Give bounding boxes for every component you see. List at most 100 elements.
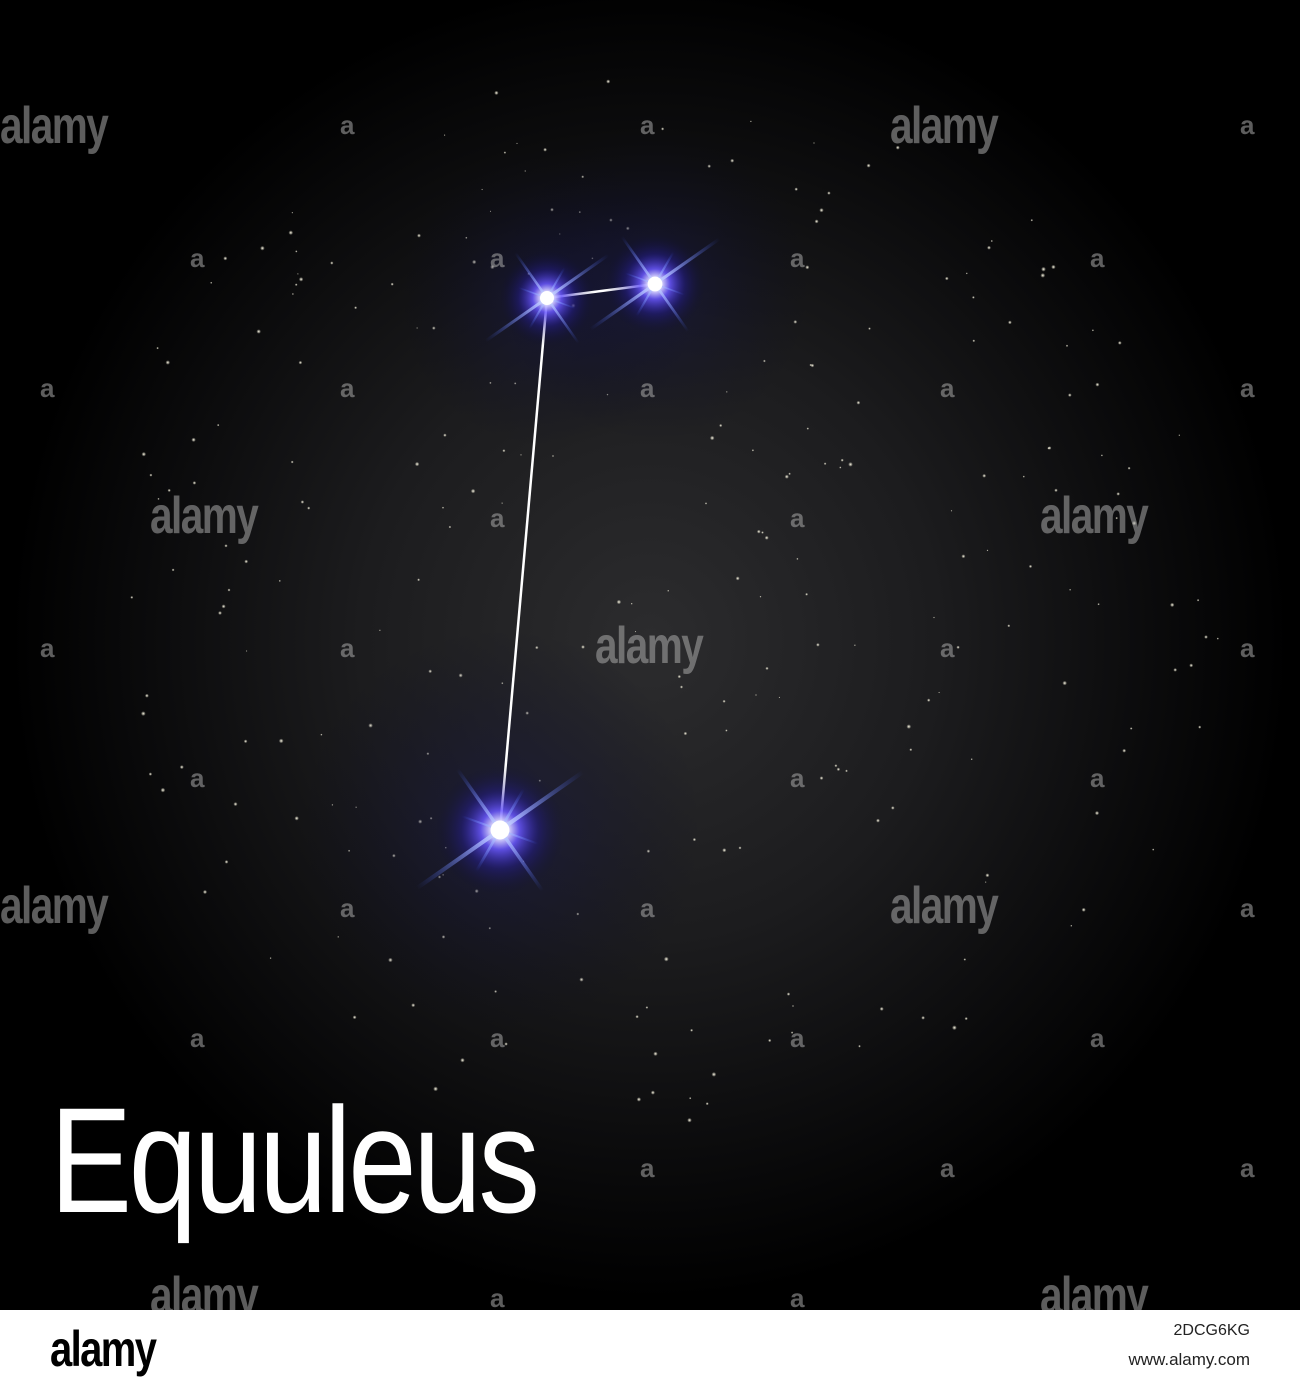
background-star — [269, 957, 272, 960]
watermark-letter: a — [1090, 763, 1105, 793]
background-star — [839, 466, 842, 469]
background-star — [441, 506, 445, 509]
background-star — [191, 437, 196, 442]
background-star — [1097, 603, 1100, 606]
watermark-letter: a — [490, 1283, 505, 1310]
background-star — [834, 764, 838, 768]
background-star — [330, 261, 334, 265]
background-star — [294, 283, 298, 287]
watermark-letter: a — [640, 110, 655, 140]
background-star — [216, 423, 220, 427]
background-star — [297, 273, 299, 275]
background-star — [1069, 588, 1072, 591]
background-star — [224, 544, 228, 548]
background-star — [224, 860, 229, 864]
watermark-text: alamy — [1040, 487, 1149, 545]
background-star — [1116, 492, 1120, 496]
background-star — [722, 699, 726, 703]
background-star — [290, 460, 294, 464]
background-star — [645, 1006, 649, 1009]
background-star — [987, 245, 991, 250]
watermark-letter: a — [790, 1023, 805, 1053]
background-star — [470, 488, 476, 494]
background-star — [705, 1102, 709, 1106]
footer-logo[interactable]: alamy — [50, 1321, 157, 1377]
bright-star — [484, 250, 610, 346]
background-star — [944, 276, 949, 281]
background-star — [1115, 516, 1118, 520]
background-star — [927, 698, 931, 702]
background-star — [786, 992, 791, 996]
background-star — [858, 1044, 861, 1048]
background-star — [448, 525, 452, 529]
background-star — [840, 458, 844, 462]
background-star — [433, 1086, 438, 1092]
background-star — [148, 772, 153, 776]
watermark-letter: a — [490, 243, 505, 273]
watermark-text: alamy — [0, 877, 109, 935]
background-star — [1173, 668, 1178, 672]
background-star — [1131, 520, 1137, 526]
background-star — [227, 588, 231, 592]
background-star — [735, 576, 740, 581]
background-star — [823, 462, 827, 466]
watermark-text: alamy — [150, 487, 259, 545]
background-star — [879, 1006, 884, 1011]
watermark-letter: a — [40, 373, 55, 403]
background-star — [836, 767, 841, 772]
background-star — [810, 363, 815, 368]
background-star — [1081, 907, 1086, 912]
background-star — [990, 239, 993, 243]
background-star — [414, 461, 420, 467]
watermark-letter: a — [190, 1023, 205, 1053]
constellation-line — [498, 297, 549, 831]
watermark-letter: a — [790, 243, 805, 273]
background-star — [192, 481, 197, 485]
background-star — [856, 400, 861, 405]
background-star — [784, 474, 789, 479]
background-star — [876, 818, 880, 823]
background-star — [1094, 810, 1100, 816]
bright-stars — [415, 233, 721, 895]
background-star — [704, 502, 708, 505]
background-star — [443, 134, 446, 136]
background-star — [503, 151, 507, 154]
background-star — [982, 473, 987, 478]
background-star — [1095, 382, 1100, 387]
background-star — [950, 509, 953, 512]
background-star — [788, 472, 791, 476]
background-star — [853, 644, 856, 647]
background-star — [1065, 344, 1069, 348]
background-star — [501, 502, 503, 504]
watermark-letter: a — [940, 1153, 955, 1183]
watermark-letter: a — [940, 373, 955, 403]
background-star — [1007, 624, 1011, 628]
background-star — [845, 769, 848, 773]
background-star — [295, 250, 298, 253]
background-star — [827, 191, 831, 195]
background-star — [1030, 218, 1034, 222]
background-star — [964, 1016, 968, 1021]
background-star — [260, 245, 265, 251]
background-star — [179, 765, 184, 770]
watermark-letter: a — [40, 633, 55, 663]
background-star — [813, 142, 815, 144]
background-star — [985, 873, 990, 878]
background-star — [764, 535, 769, 540]
watermark-letter: a — [640, 373, 655, 403]
watermark-text: alamy — [1040, 1267, 1149, 1310]
background-star — [634, 630, 637, 633]
background-star — [1051, 264, 1056, 270]
background-star — [921, 1015, 925, 1020]
footer-bar: alamy 2DCG6KG www.alamy.com — [0, 1310, 1300, 1390]
background-star — [494, 90, 499, 96]
background-star — [1062, 680, 1067, 686]
background-star — [221, 604, 226, 609]
background-star — [1196, 598, 1200, 602]
footer-url[interactable]: www.alamy.com — [1128, 1350, 1250, 1369]
background-star — [796, 557, 799, 560]
background-star — [970, 758, 973, 761]
background-star — [679, 685, 684, 689]
watermark-letter: a — [190, 763, 205, 793]
background-star — [307, 506, 311, 510]
